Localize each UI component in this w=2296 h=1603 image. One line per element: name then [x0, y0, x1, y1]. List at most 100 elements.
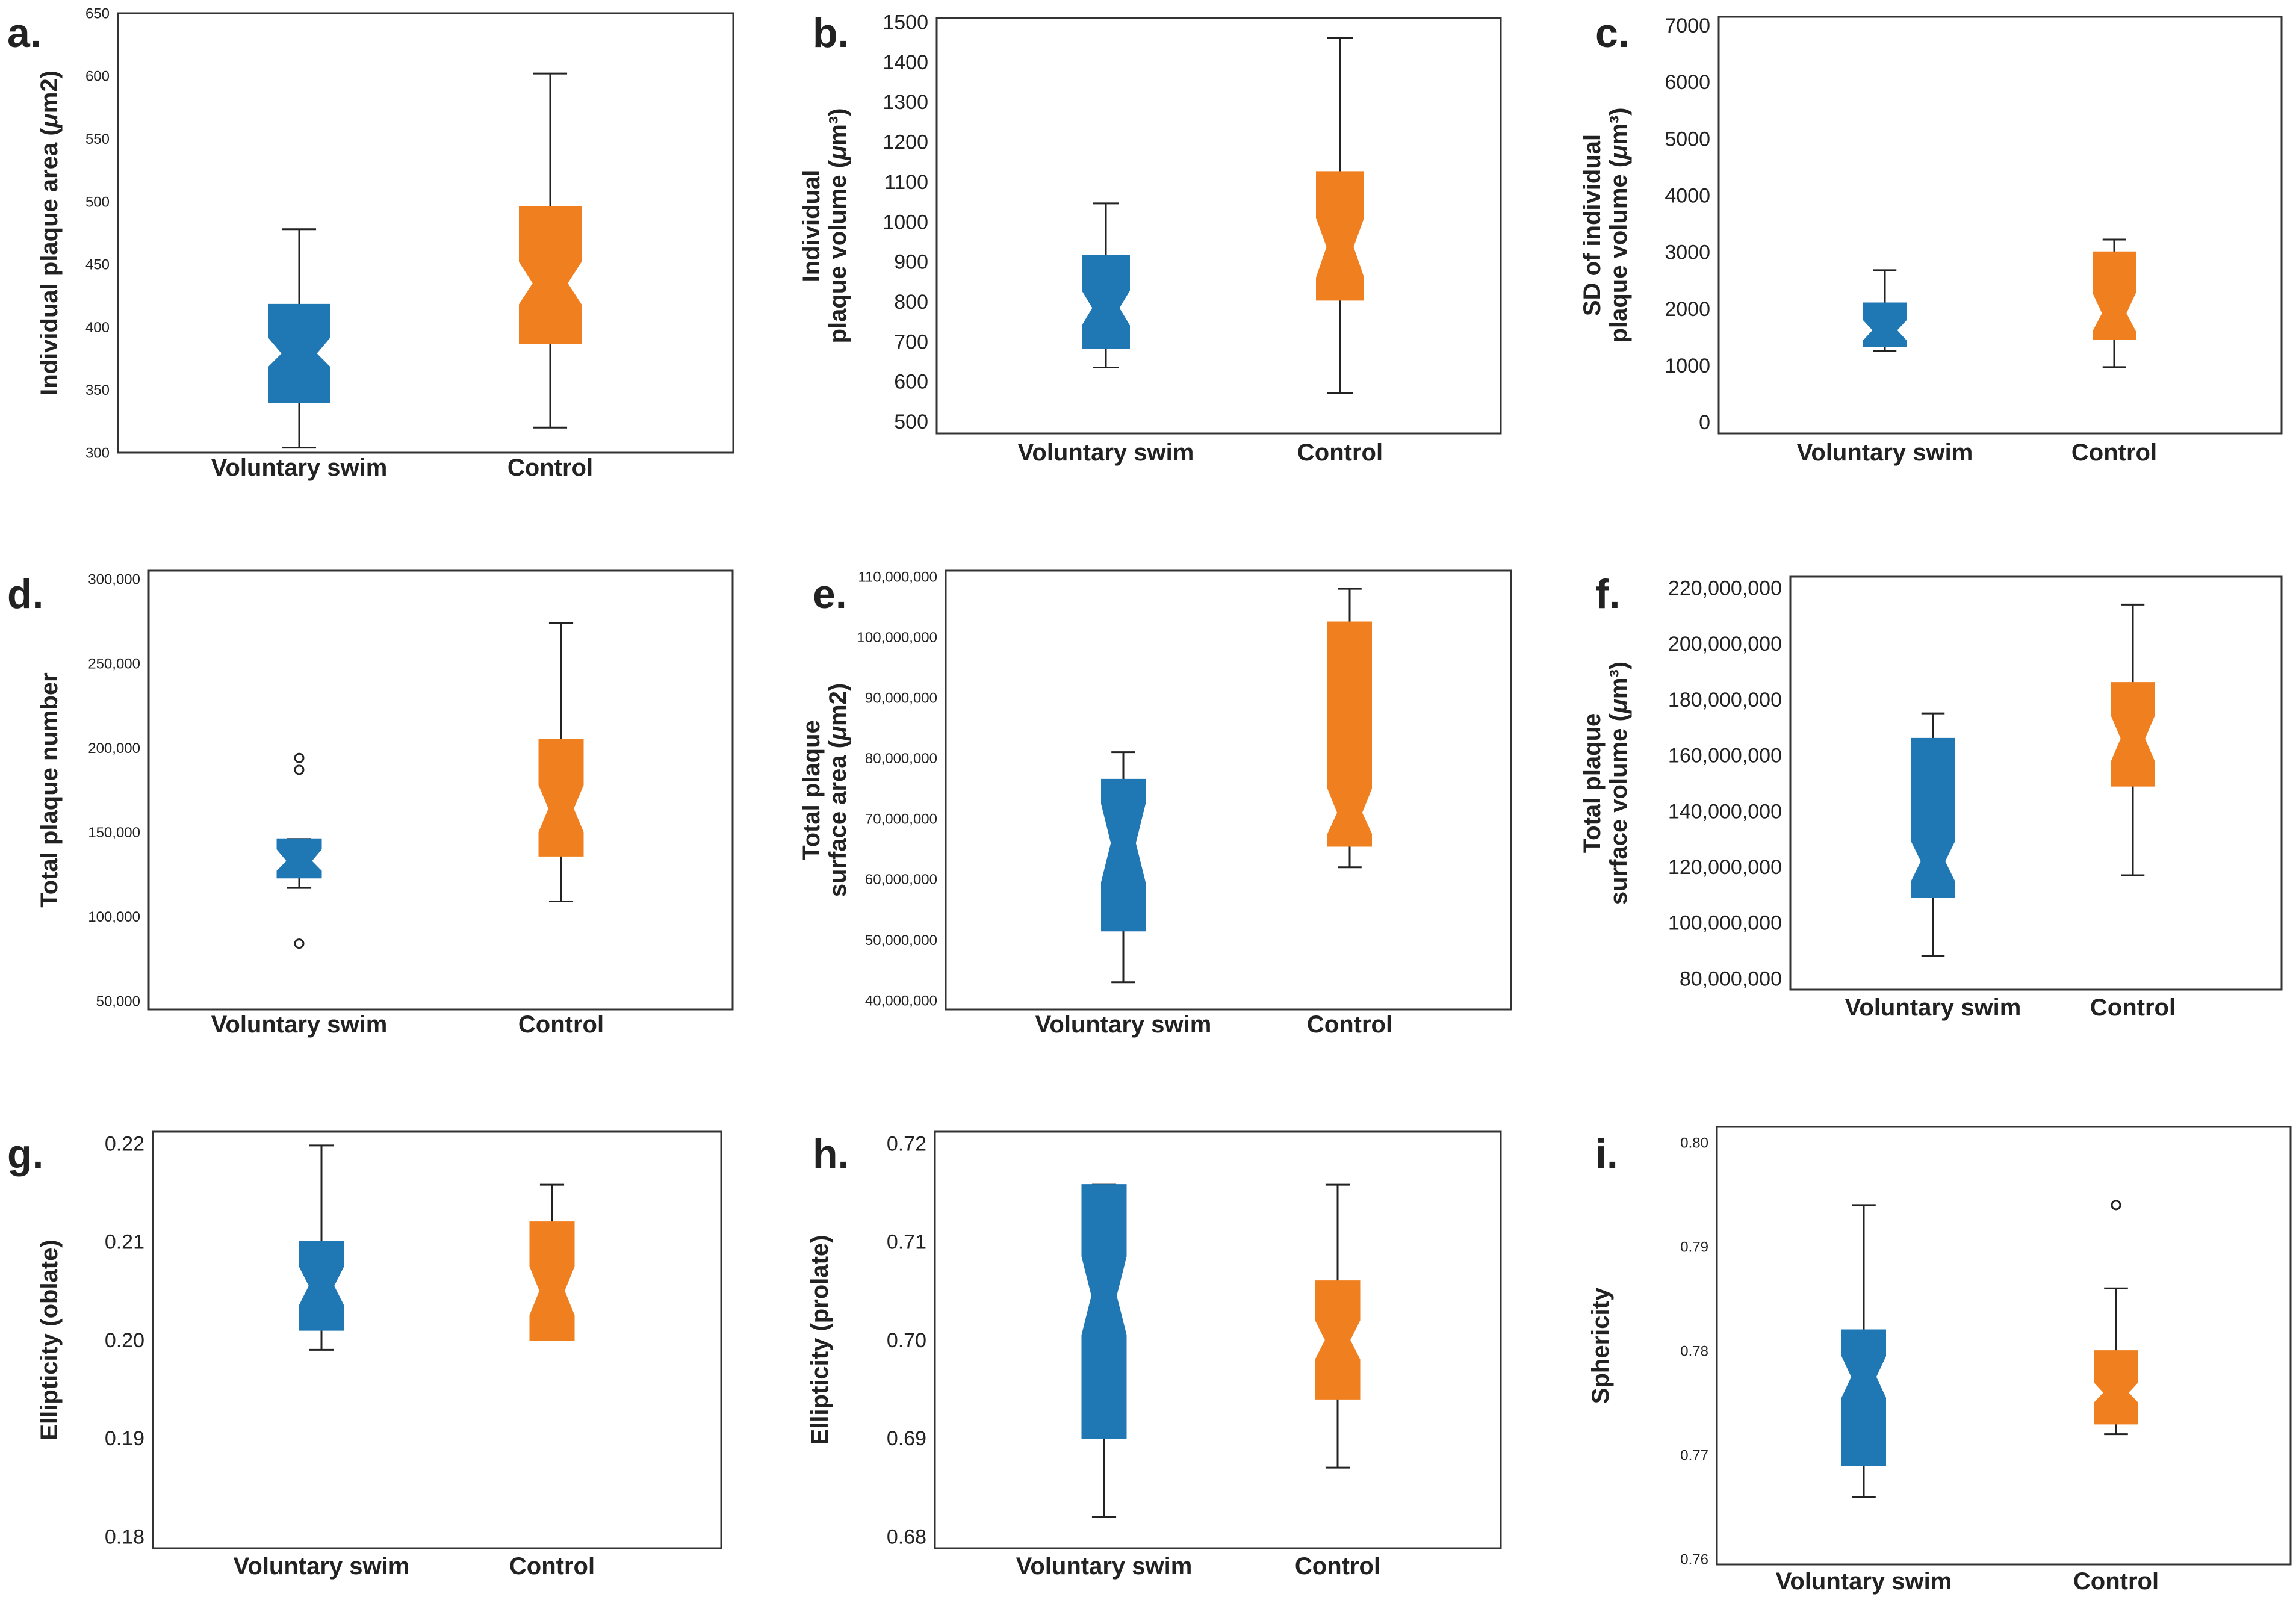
y-tick-label: 900	[894, 251, 928, 274]
y-tick-label: 300	[85, 445, 110, 461]
y-axis-label: Individual plaque volume (μm³)	[798, 108, 851, 344]
y-tick-label: 160,000,000	[1668, 745, 1782, 767]
panel-letter: h.	[813, 1131, 849, 1177]
y-axis-label-line: Total plaque number	[36, 672, 63, 907]
y-axis-label-line: surface volume (μm³)	[1606, 662, 1632, 905]
box-control	[1327, 588, 1372, 869]
panel-e: e. 40,000,000 50,000,000 60,000,000 70,000,0…	[798, 569, 1512, 1038]
y-tick-label: 1500	[883, 11, 928, 34]
y-tick-label: 1300	[883, 91, 928, 114]
y-axis-label: Ellipticity (oblate)	[36, 1239, 63, 1440]
y-axis-label-line: plaque volume (μm³)	[825, 108, 851, 344]
y-tick-label: 200,000	[88, 740, 140, 757]
y-axis-label-line: SD of individual	[1579, 134, 1606, 316]
panel-letter: f.	[1595, 571, 1621, 617]
x-category-label: Control	[2073, 1568, 2159, 1595]
x-category-label: Voluntary swim	[1776, 1568, 1952, 1595]
panel-letter: g.	[7, 1131, 43, 1177]
notched-box	[2111, 682, 2155, 787]
x-category-label: Voluntary swim	[1018, 439, 1194, 466]
notched-box	[1863, 302, 1907, 347]
notched-box	[1082, 255, 1130, 349]
y-tick-label: 650	[85, 5, 110, 22]
plot-frame	[934, 1130, 1502, 1549]
y-tick-label: 0.20	[105, 1329, 144, 1352]
x-category-label: Control	[1297, 439, 1383, 466]
y-tick-label: 1000	[1665, 355, 1710, 377]
box-voluntary-swim	[1911, 712, 1955, 957]
y-tick-label: 700	[894, 330, 928, 353]
box-voluntary-swim	[299, 1144, 344, 1351]
plot-frame	[1717, 16, 2283, 435]
box-voluntary-swim	[1082, 202, 1130, 369]
y-tick-label: 140,000,000	[1668, 800, 1782, 823]
y-tick-label: 80,000,000	[1680, 967, 1782, 990]
plot-frame	[1789, 575, 2283, 991]
outlier-point	[294, 938, 305, 949]
notched-box	[268, 303, 330, 403]
y-tick-label: 0.19	[105, 1427, 144, 1450]
y-tick-label: 600	[85, 69, 110, 85]
box-control	[2111, 603, 2155, 876]
x-category-label: Control	[518, 1011, 604, 1038]
panel-f: f. 80,000,000 100,000,000 120,000,000 140,00…	[1579, 571, 2283, 1021]
box-voluntary-swim	[268, 228, 330, 449]
x-category-label: Voluntary swim	[211, 454, 388, 481]
plot-frame	[117, 12, 734, 454]
plot-frame	[147, 569, 734, 1011]
panel-a: a. 300 350 400 450 500 550 600 650 Individual pla…	[7, 5, 734, 481]
y-tick-label: 100,000,000	[857, 630, 937, 646]
box-voluntary-swim	[1863, 269, 1907, 352]
y-tick-label: 5000	[1665, 128, 1710, 150]
y-tick-label: 1000	[883, 211, 928, 234]
y-axis-label-line: Total plaque	[1579, 713, 1606, 854]
plot-frame	[1716, 1126, 2292, 1566]
y-axis-label-line: plaque volume (μm³)	[1606, 108, 1632, 343]
panel-letter: a.	[7, 10, 42, 56]
panel-g: g. 0.18 0.19 0.20 0.21 0.22 Ellipticity (oblat…	[7, 1130, 722, 1580]
y-tick-label: 0.78	[1680, 1344, 1708, 1360]
y-tick-label: 400	[85, 320, 110, 336]
panel-letter: c.	[1595, 10, 1630, 56]
x-category-label: Control	[1307, 1011, 1392, 1038]
y-tick-label: 500	[894, 411, 928, 433]
panel-letter: d.	[7, 571, 43, 617]
y-axis-label-line: surface area (μm2)	[825, 683, 851, 897]
x-category-label: Control	[2090, 994, 2176, 1021]
notched-box	[1101, 778, 1146, 932]
y-tick-label: 50,000,000	[865, 932, 937, 949]
x-category-label: Voluntary swim	[1035, 1011, 1212, 1038]
notched-box	[299, 1241, 344, 1331]
y-axis-label: Total plaque surface area (μm2)	[798, 683, 851, 897]
y-tick-label: 90,000,000	[865, 690, 937, 707]
y-tick-label: 70,000,000	[865, 811, 937, 828]
box-control	[529, 1183, 575, 1341]
y-tick-label: 0.21	[105, 1231, 144, 1254]
y-tick-label: 450	[85, 257, 110, 273]
x-category-label: Control	[507, 454, 593, 481]
x-category-label: Control	[1295, 1553, 1380, 1580]
y-tick-label: 250,000	[88, 656, 140, 672]
plot-frame	[152, 1130, 722, 1549]
panel-letter: i.	[1595, 1131, 1618, 1177]
box-control	[2093, 238, 2136, 368]
y-tick-label: 0.22	[105, 1132, 144, 1155]
x-category-label: Control	[2071, 439, 2157, 466]
box-control	[538, 622, 584, 903]
box-voluntary-swim	[1081, 1183, 1127, 1518]
y-tick-label: 500	[85, 194, 110, 210]
y-tick-label: 800	[894, 291, 928, 314]
y-tick-label: 0.80	[1680, 1135, 1708, 1151]
y-tick-label: 6000	[1665, 71, 1710, 94]
y-axis-label-line: Sphericity	[1587, 1287, 1614, 1404]
outlier-point	[294, 764, 305, 775]
y-tick-label: 220,000,000	[1668, 577, 1782, 600]
y-tick-label: 300,000	[88, 571, 140, 588]
box-voluntary-swim	[1101, 751, 1146, 984]
y-axis-label-line: Individual plaque area (μm2)	[36, 70, 63, 395]
box-control	[2094, 1200, 2138, 1436]
x-category-label: Voluntary swim	[1016, 1553, 1193, 1580]
plot-frame	[945, 569, 1512, 1011]
notched-box	[2094, 1350, 2138, 1425]
